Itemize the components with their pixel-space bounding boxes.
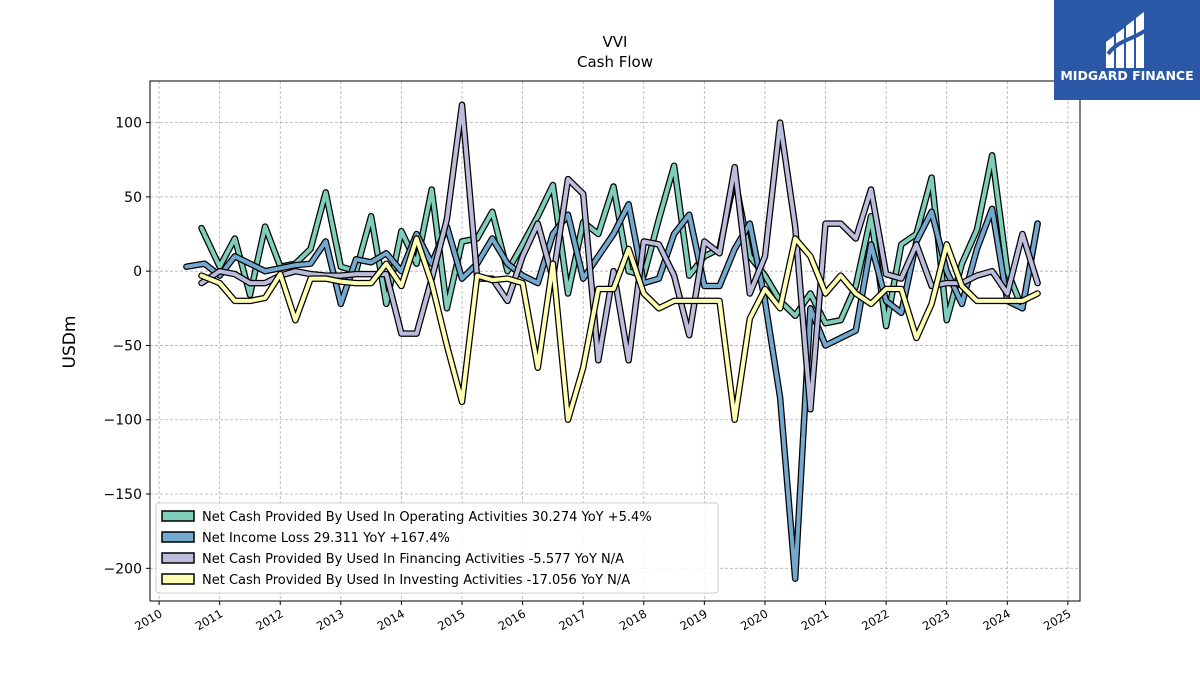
x-tick-label: 2018 [617,606,649,633]
x-tick-label: 2013 [314,606,346,633]
series-lines [183,101,1041,582]
legend-label: Net Cash Provided By Used In Investing A… [202,573,630,588]
x-tick-label: 2012 [253,606,285,633]
x-tick-label: 2010 [132,606,164,633]
y-tick-label: −50 [112,338,142,354]
x-tick-label: 2023 [920,606,952,633]
x-tick-label: 2015 [435,606,467,633]
x-tick-label: 2025 [1041,606,1073,633]
plot-frame [149,80,1081,602]
x-tick-label: 2020 [738,606,770,633]
legend-swatch [161,531,195,543]
y-tick-label: −200 [104,561,142,577]
x-tick-label: 2024 [980,606,1012,633]
series-line [199,153,1040,329]
y-tick-label: 0 [133,264,142,280]
x-tick-label: 2016 [496,606,528,633]
y-tick-label: 50 [124,190,142,206]
y-tick-label: 100 [115,116,142,132]
series-line [184,202,1040,581]
legend: Net Cash Provided By Used In Operating A… [155,502,719,594]
x-tick-label: 2014 [375,606,407,633]
legend-box [155,502,719,594]
legend-label: Net Cash Provided By Used In Financing A… [202,552,624,567]
series-line [199,236,1040,422]
y-tick-label: −100 [104,413,142,429]
brand-name: MIDGARD FINANCE [1060,68,1194,83]
x-tick-label: 2017 [556,606,588,633]
x-tick-label: 2021 [799,606,831,633]
chart-title: VVI [603,33,628,51]
x-tick-label: 2022 [859,606,891,633]
brand-logo: MIDGARD FINANCE [1054,0,1200,100]
x-tick-label: 2019 [678,606,710,633]
y-tick-label: −150 [104,487,142,503]
legend-swatch [161,510,195,522]
legend-swatch [161,552,195,564]
x-tick-label: 2011 [193,606,225,633]
legend-label: Net Cash Provided By Used In Operating A… [202,510,652,525]
midgard-logo-icon [1106,12,1148,68]
chart-subtitle: Cash Flow [577,53,653,71]
legend-swatch [161,573,195,585]
legend-label: Net Income Loss 29.311 YoY +167.4% [202,531,450,546]
series-line [199,102,1040,412]
y-axis-label: USDm [60,316,80,369]
